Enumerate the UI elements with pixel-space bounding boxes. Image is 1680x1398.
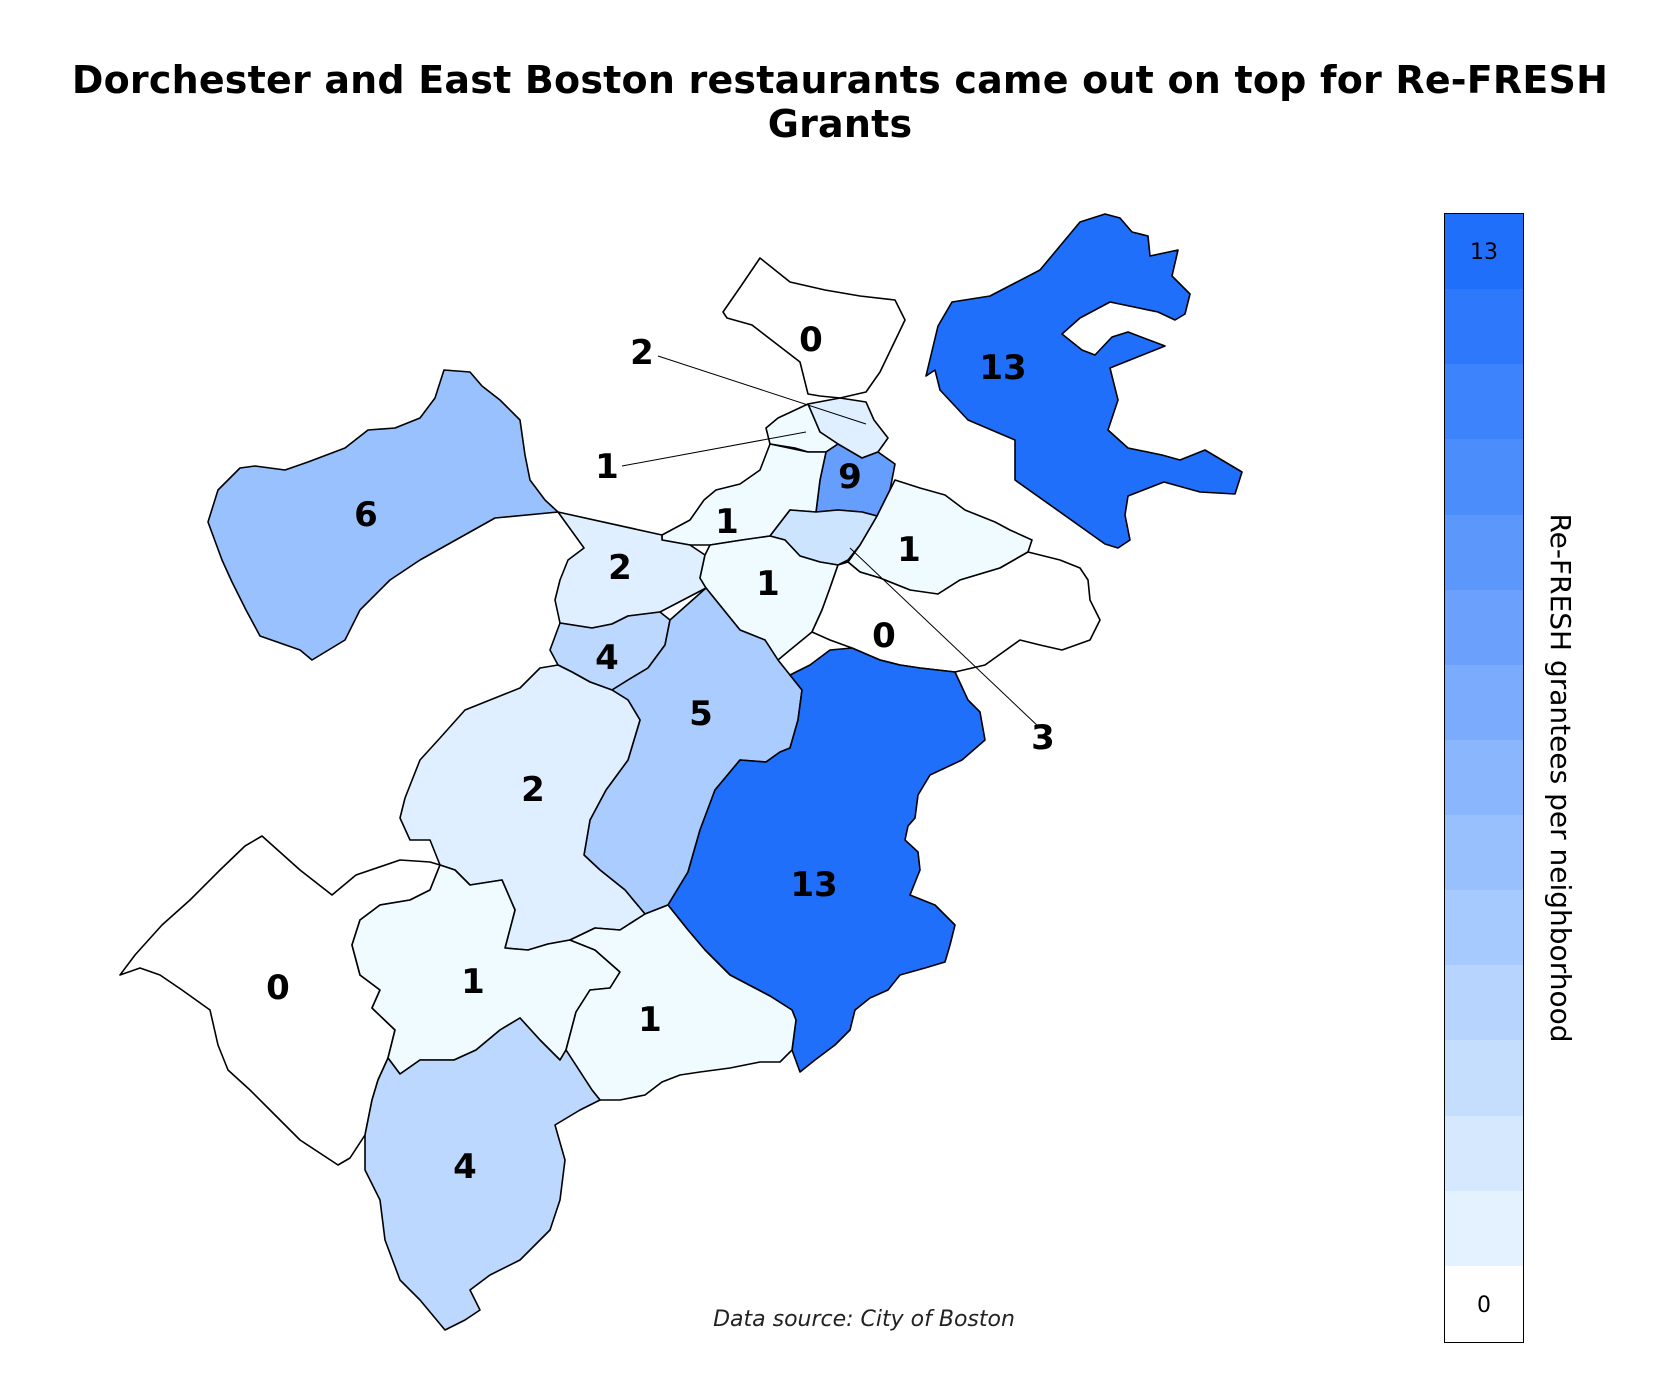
region-mattapan[interactable]	[565, 904, 797, 1101]
legend-bin	[1445, 739, 1523, 816]
legend-bin	[1445, 364, 1523, 440]
legend-bin	[1445, 1115, 1523, 1192]
leader-lines	[621, 355, 1041, 729]
label-west-end: 1	[595, 447, 619, 487]
label-hyde-park: 4	[453, 1147, 477, 1187]
label-west-roxbury: 0	[266, 968, 290, 1008]
region-south-end[interactable]	[699, 535, 839, 661]
color-legend: 13 0	[1444, 213, 1524, 1343]
region-hyde-park[interactable]	[364, 1017, 601, 1331]
legend-bin	[1445, 890, 1523, 966]
label-fenway: 2	[608, 548, 632, 588]
label-south-boston: 0	[872, 616, 896, 656]
label-back-bay: 1	[715, 502, 739, 542]
region-back-bay[interactable]	[661, 443, 827, 546]
legend-bin	[1445, 214, 1523, 290]
legend-bin	[1445, 589, 1523, 666]
region-dorchester[interactable]	[667, 647, 986, 1073]
legend-bin	[1445, 1040, 1523, 1117]
label-downtown: 9	[838, 457, 862, 497]
neighborhood-polygons	[119, 213, 1243, 1331]
region-value-labels: 0 13 2 1 9 6 1 2 1 1 3 4 5 0 2 13 0 1 1 …	[266, 320, 1055, 1187]
region-allston-brighton[interactable]	[207, 369, 559, 661]
label-chinatown: 3	[1031, 718, 1055, 758]
label-jamaica-plain: 2	[521, 770, 545, 810]
legend-bin	[1445, 1190, 1523, 1267]
label-south-end: 1	[756, 564, 780, 604]
label-mission-hill: 4	[595, 638, 619, 678]
data-source-note: Data source: City of Boston	[713, 1307, 1015, 1332]
legend-min-label: 0	[1477, 1293, 1491, 1318]
legend-max-label: 13	[1470, 240, 1498, 265]
region-charlestown[interactable]	[722, 257, 906, 399]
legend-bin	[1445, 815, 1523, 891]
legend-bin	[1445, 439, 1523, 516]
label-charlestown: 0	[799, 320, 823, 360]
label-roslindale: 1	[461, 962, 485, 1002]
legend-bin	[1445, 289, 1523, 365]
region-east-boston[interactable]	[925, 213, 1243, 549]
leader-west-end	[621, 431, 807, 467]
label-south-boston-waterfront: 1	[897, 530, 921, 570]
legend-bin	[1445, 1265, 1523, 1342]
legend-title: Re-FRESH grantees per neighborhood	[1544, 513, 1577, 1043]
label-roxbury: 5	[689, 694, 713, 734]
label-north-end: 2	[630, 333, 654, 373]
label-east-boston: 13	[979, 348, 1026, 388]
chart-title: Dorchester and East Boston restaurants c…	[71, 58, 1609, 146]
legend-bin	[1445, 514, 1523, 591]
label-allston-brighton: 6	[354, 495, 378, 535]
leader-north-end	[657, 355, 867, 425]
leader-chinatown	[849, 547, 1041, 729]
label-mattapan: 1	[638, 1000, 662, 1040]
legend-bin	[1445, 664, 1523, 741]
label-dorchester: 13	[790, 865, 837, 905]
legend-bin	[1445, 965, 1523, 1041]
